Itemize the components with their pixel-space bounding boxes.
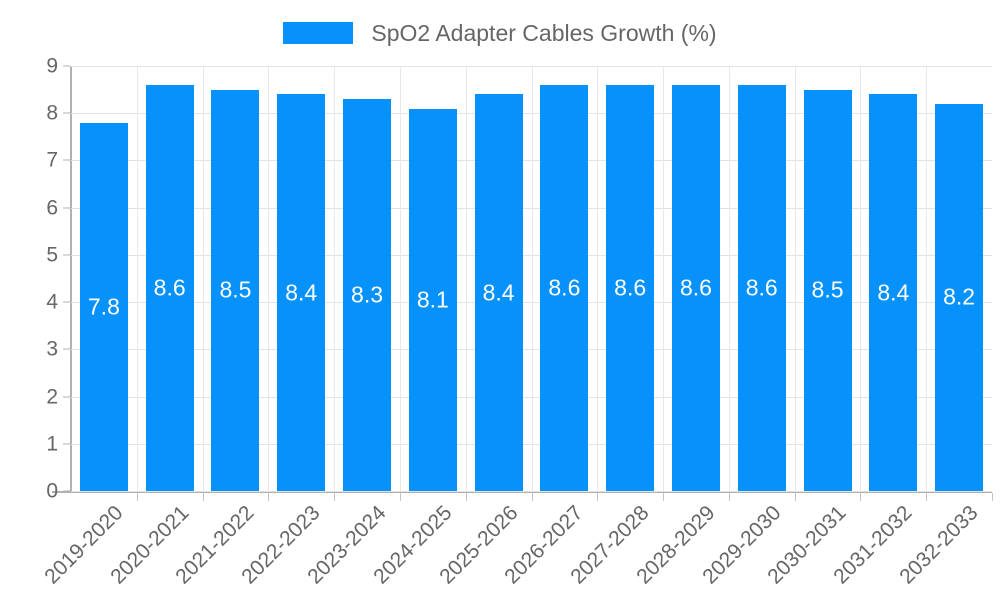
bar[interactable]: 8.2	[935, 103, 984, 491]
bar[interactable]: 8.6	[145, 84, 194, 491]
gridline-horizontal	[71, 254, 992, 256]
gridline-vertical	[334, 66, 335, 491]
y-axis-tick-mark	[63, 301, 70, 303]
plot-area: 7.8 8.6 8.5 8.4 8.3 8.1 8.4 8.6 8.6 8.6 8.6 8.5 8.4 8…	[71, 66, 992, 492]
bar[interactable]: 8.6	[606, 84, 655, 491]
y-axis-tick-mark	[63, 65, 70, 67]
legend-label: SpO2 Adapter Cables Growth (%)	[371, 19, 717, 46]
x-axis-tick-mark	[663, 493, 665, 501]
y-axis-tick-label: 7	[46, 148, 58, 172]
gridline-vertical	[203, 66, 204, 491]
y-axis-tick-mark	[63, 159, 70, 161]
bar-value-label: 8.1	[416, 286, 449, 313]
bar[interactable]: 8.4	[277, 94, 326, 491]
bar-value-label: 8.5	[811, 276, 844, 303]
bar[interactable]: 8.5	[211, 89, 260, 491]
y-axis-tick-label: 5	[46, 243, 58, 267]
y-axis-tick-mark	[63, 348, 70, 350]
gridline-vertical	[268, 66, 269, 491]
bar-value-label: 8.4	[482, 279, 515, 306]
gridline-vertical	[729, 66, 730, 491]
bar[interactable]: 8.1	[408, 108, 457, 491]
y-axis-line	[70, 66, 72, 492]
x-axis-tick-mark	[728, 493, 730, 501]
gridline-horizontal	[71, 302, 992, 304]
x-axis-tick-mark	[597, 493, 599, 501]
bar-value-label: 7.8	[87, 293, 120, 320]
chart-legend: SpO2 Adapter Cables Growth (%)	[0, 14, 1000, 52]
x-axis-tick-mark	[465, 493, 467, 501]
bar-value-label: 8.4	[877, 279, 910, 306]
bar[interactable]: 8.3	[343, 99, 392, 491]
gridline-vertical	[137, 66, 138, 491]
x-axis-tick-mark	[926, 493, 928, 501]
gridline-horizontal	[71, 113, 992, 115]
bar[interactable]: 8.4	[869, 94, 918, 491]
y-axis-tick-mark	[63, 207, 70, 209]
bar[interactable]: 7.8	[79, 122, 128, 491]
gridline-vertical	[466, 66, 467, 491]
bar-value-label: 8.6	[548, 274, 581, 301]
bar-value-label: 8.6	[679, 274, 712, 301]
bar[interactable]: 8.6	[540, 84, 589, 491]
y-axis-tick-mark	[63, 443, 70, 445]
gridline-vertical	[860, 66, 861, 491]
gridline-vertical	[597, 66, 598, 491]
gridline-horizontal	[71, 207, 992, 209]
gridline-horizontal	[71, 349, 992, 351]
bar[interactable]: 8.6	[671, 84, 720, 491]
y-axis-tick-label: 2	[46, 385, 58, 409]
x-axis-tick-mark	[136, 493, 138, 501]
y-axis-tick-label: 8	[46, 101, 58, 125]
bar-value-label: 8.6	[745, 274, 778, 301]
gridline-vertical	[532, 66, 533, 491]
y-axis-tick-mark	[63, 396, 70, 398]
x-axis-tick-mark	[992, 493, 993, 501]
bar[interactable]: 8.4	[474, 94, 523, 491]
y-axis-tick-mark	[63, 254, 70, 256]
bar-value-label: 8.5	[219, 276, 252, 303]
gridline-horizontal	[71, 66, 992, 67]
x-axis-tick-mark	[531, 493, 533, 501]
x-axis-tick-mark	[268, 493, 270, 501]
x-axis-tick-mark	[399, 493, 401, 501]
y-axis-tick-label: 4	[46, 290, 58, 314]
gridline-vertical	[926, 66, 927, 491]
gridline-vertical	[400, 66, 401, 491]
x-axis-tick-mark	[794, 493, 796, 501]
gridline-horizontal	[71, 396, 992, 398]
gridline-horizontal	[71, 491, 992, 492]
bar[interactable]: 8.5	[803, 89, 852, 491]
y-axis-tick-label: 3	[46, 337, 58, 361]
gridline-horizontal	[71, 160, 992, 162]
bar-value-label: 8.6	[614, 274, 647, 301]
x-axis-line	[52, 491, 992, 493]
bar-value-label: 8.4	[285, 279, 318, 306]
gridline-vertical	[663, 66, 664, 491]
bar[interactable]: 8.6	[737, 84, 786, 491]
legend-color-swatch-icon	[283, 22, 354, 44]
bar-value-label: 8.6	[153, 274, 186, 301]
y-axis-tick-label: 0	[46, 479, 58, 503]
y-axis-tick-label: 6	[46, 196, 58, 220]
y-axis-tick-label: 1	[46, 432, 58, 456]
x-axis-tick-mark	[334, 493, 336, 501]
x-axis-tick-mark	[860, 493, 862, 501]
legend-item-spo2-adapter-cables-growth[interactable]: SpO2 Adapter Cables Growth (%)	[283, 19, 717, 46]
y-axis-tick-label: 9	[46, 54, 58, 78]
bar-value-label: 8.2	[943, 283, 976, 310]
gridline-horizontal	[71, 443, 992, 445]
bar-value-label: 8.3	[351, 281, 384, 308]
y-axis-tick-mark	[63, 112, 70, 114]
x-axis-tick-mark	[202, 493, 204, 501]
gridline-vertical	[795, 66, 796, 491]
